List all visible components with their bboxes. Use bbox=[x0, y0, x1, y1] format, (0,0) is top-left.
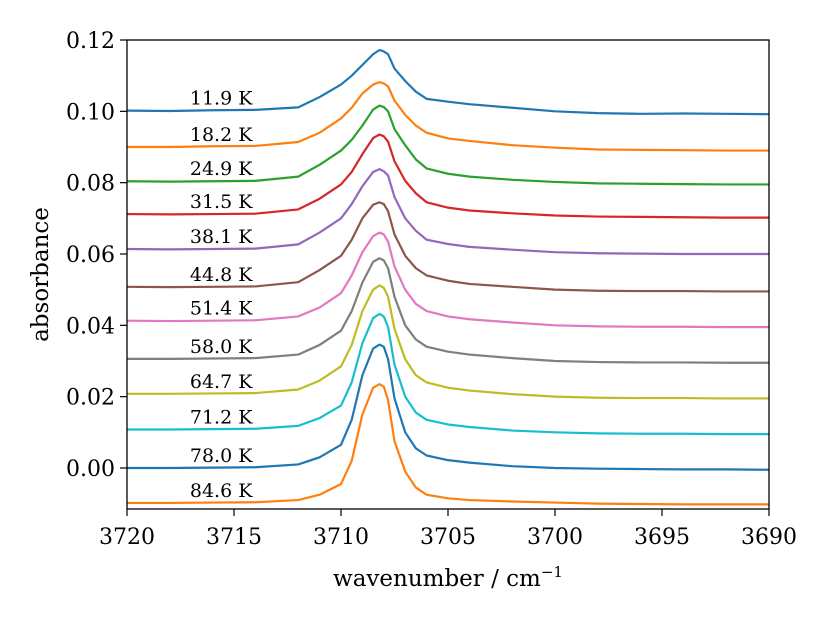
x-tick-label: 3720 bbox=[99, 525, 155, 550]
series-label-layer: 11.9 K 18.2 K 24.9 K 31.5 K 38.1 K 44.8 K 51.4… bbox=[190, 88, 253, 502]
x-tick-label: 3700 bbox=[527, 525, 583, 550]
series-line-5 bbox=[126, 168, 769, 256]
series-label-3: 24.9 K bbox=[190, 158, 253, 180]
series-line-11 bbox=[127, 343, 770, 471]
series-label-7: 51.4 K bbox=[190, 298, 253, 320]
series-line-3 bbox=[126, 104, 769, 186]
series-label-9: 64.7 K bbox=[190, 371, 253, 393]
x-axis-label: wavenumber / cm−1 bbox=[333, 563, 563, 592]
series-line-6 bbox=[126, 201, 769, 293]
series-layer bbox=[126, 48, 770, 506]
series-label-12: 84.6 K bbox=[190, 480, 253, 502]
series-label-6: 44.8 K bbox=[190, 264, 253, 286]
x-tick-label: 3710 bbox=[313, 525, 369, 550]
y-tick-label: 0.10 bbox=[66, 100, 115, 125]
series-label-8: 58.0 K bbox=[190, 336, 253, 358]
series-label-5: 38.1 K bbox=[190, 226, 253, 248]
y-axis-label: absorbance bbox=[28, 207, 54, 342]
series-line-1 bbox=[126, 48, 770, 116]
y-tick-label: 0.08 bbox=[66, 172, 115, 197]
y-tick-label: 0.06 bbox=[66, 243, 115, 268]
y-tick-label: 0.02 bbox=[66, 386, 115, 411]
series-label-10: 71.2 K bbox=[190, 406, 253, 428]
series-label-2: 18.2 K bbox=[190, 124, 253, 146]
x-tick-label: 3715 bbox=[206, 525, 262, 550]
y-tick-label: 0.04 bbox=[66, 314, 115, 339]
series-line-12 bbox=[127, 383, 769, 506]
series-line-2 bbox=[127, 80, 769, 152]
x-tick-label: 3705 bbox=[420, 525, 476, 550]
tick-layer: 3720 3715 3710 3705 3700 3695 3690 0.00 0.02 0.04… bbox=[66, 29, 797, 550]
series-label-1: 11.9 K bbox=[190, 88, 253, 110]
series-label-11: 78.0 K bbox=[190, 445, 253, 467]
x-tick-label: 3695 bbox=[634, 525, 690, 550]
series-line-4 bbox=[126, 133, 769, 219]
series-line-10 bbox=[127, 312, 769, 436]
series-label-4: 31.5 K bbox=[190, 191, 253, 213]
series-line-9 bbox=[127, 284, 769, 400]
y-tick-label: 0.12 bbox=[66, 29, 115, 54]
series-line-7 bbox=[126, 231, 769, 329]
series-line-8 bbox=[127, 257, 769, 364]
y-tick-label: 0.00 bbox=[66, 457, 115, 482]
x-tick-label: 3690 bbox=[741, 525, 797, 550]
